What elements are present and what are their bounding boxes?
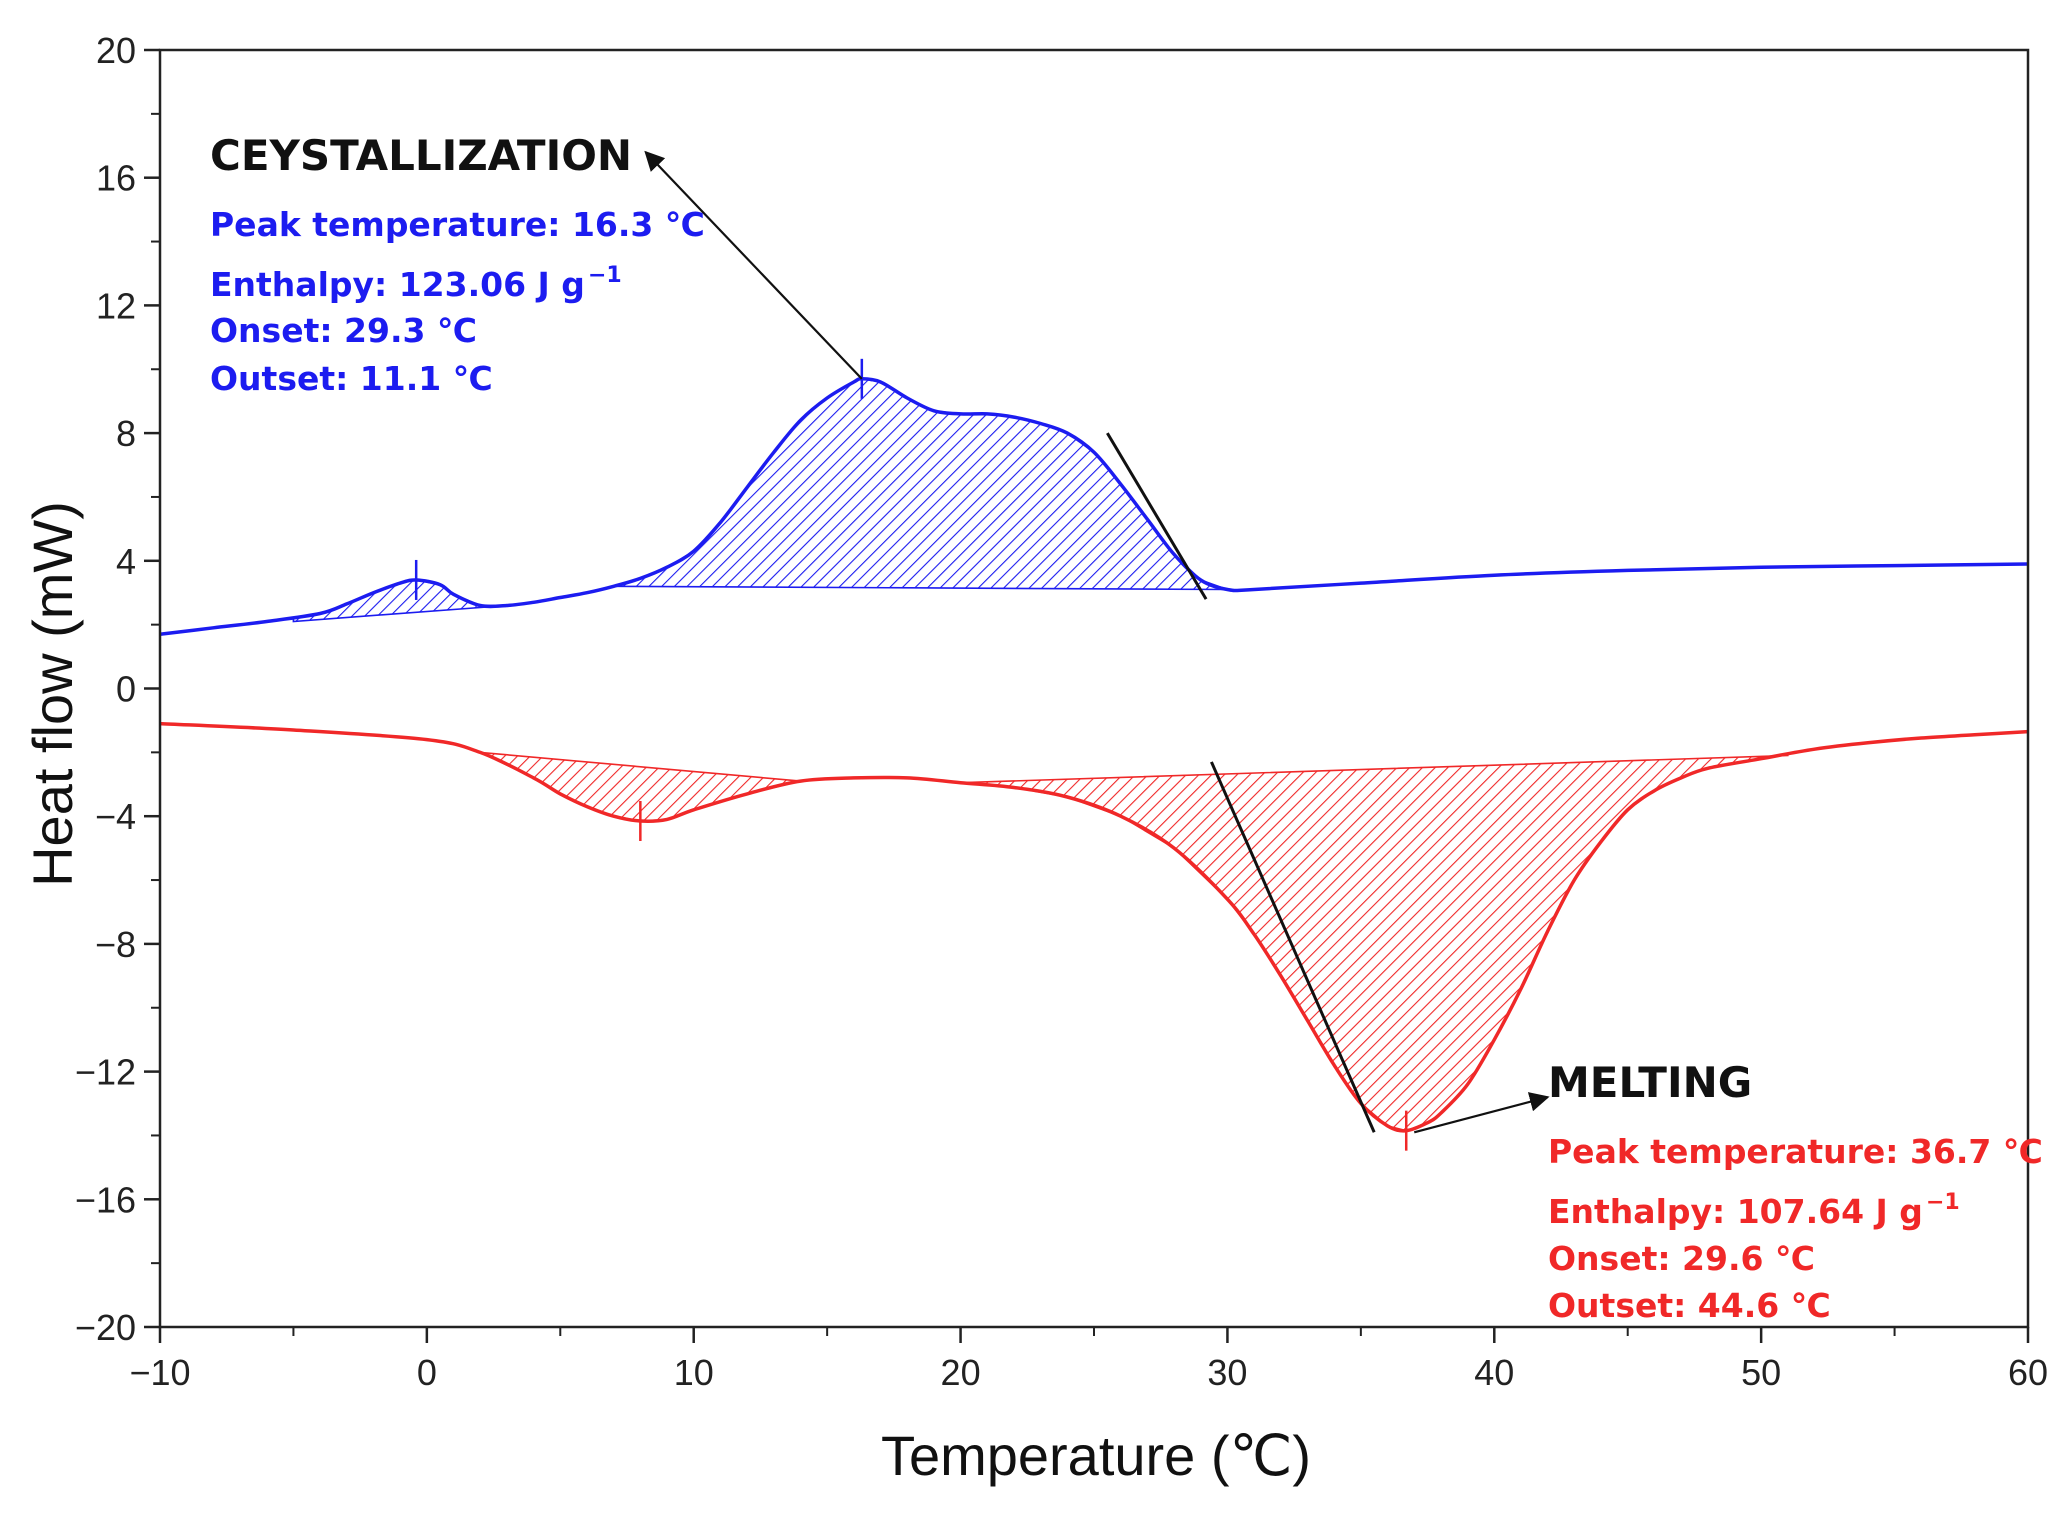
- crystallization-curve: [159, 377, 2029, 636]
- melting-enthalpy: Enthalpy: 107.64 J g −1: [1548, 1190, 1960, 1231]
- axis-ticks: −10 0 10 20 30 40 50 60 −20 −16 −12 −8 −4 0 4 8 12 16 20: [75, 30, 2048, 1393]
- crystallization-shaded-region-1: [292, 579, 507, 623]
- y-tick-label: −12: [75, 1052, 136, 1093]
- y-tick-label: −20: [75, 1307, 136, 1348]
- shaded-regions: [292, 377, 1789, 1132]
- melting-outset: Outset: 44.6 ℃: [1548, 1286, 1831, 1325]
- melting-title: MELTING: [1548, 1058, 1752, 1107]
- crystallization-peak: Peak temperature: 16.3 ℃: [210, 205, 705, 244]
- y-tick-label: 16: [96, 158, 136, 199]
- x-tick-label: 40: [1474, 1352, 1514, 1393]
- x-axis-title: Temperature (℃): [881, 1424, 1311, 1487]
- y-tick-label: 12: [96, 285, 136, 326]
- melting-curve: [159, 721, 2029, 1133]
- data-series: [159, 358, 2029, 1151]
- crystallization-title: CEYSTALLIZATION: [210, 131, 632, 180]
- melting-arrow: [1413, 1092, 1550, 1134]
- crystallization-enthalpy-value: Enthalpy: 123.06 J g: [210, 265, 585, 304]
- y-tick-label: 4: [116, 541, 136, 582]
- y-tick-label: 20: [96, 30, 136, 71]
- melting-enthalpy-sup: −1: [1926, 1190, 1960, 1215]
- y-tick-label: −4: [95, 796, 136, 837]
- melting-annotation: MELTING Peak temperature: 36.7 ℃ Enthalp…: [1548, 1058, 2043, 1325]
- tangents-and-arrows: [644, 150, 1550, 1134]
- x-tick-label: 20: [941, 1352, 981, 1393]
- y-tick-label: 8: [116, 413, 136, 454]
- crystallization-enthalpy-sup: −1: [588, 263, 622, 288]
- y-tick-label: 0: [116, 669, 136, 710]
- x-tick-label: −10: [129, 1352, 190, 1393]
- onset-tangent-line-2: [1210, 761, 1376, 1133]
- onset-tangent-line-1: [1106, 432, 1208, 600]
- crystallization-annotation: CEYSTALLIZATION Peak temperature: 16.3 ℃…: [210, 131, 705, 398]
- melting-enthalpy-value: Enthalpy: 107.64 J g: [1548, 1192, 1923, 1231]
- x-tick-label: 50: [1741, 1352, 1781, 1393]
- y-axis-title: Heat flow (mW): [21, 501, 84, 887]
- crystallization-arrow: [644, 150, 863, 380]
- crystallization-onset: Onset: 29.3 ℃: [210, 311, 477, 350]
- y-tick-label: −8: [95, 924, 136, 965]
- x-tick-label: 10: [674, 1352, 714, 1393]
- x-tick-label: 60: [2008, 1352, 2048, 1393]
- y-tick-label: −16: [75, 1179, 136, 1220]
- x-tick-label: 30: [1207, 1352, 1247, 1393]
- melting-peak: Peak temperature: 36.7 ℃: [1548, 1132, 2043, 1171]
- crystallization-enthalpy: Enthalpy: 123.06 J g −1: [210, 263, 622, 304]
- crystallization-outset: Outset: 11.1 ℃: [210, 359, 493, 398]
- melting-onset: Onset: 29.6 ℃: [1548, 1239, 1815, 1278]
- crystallization-shaded-region-2: [613, 377, 1228, 591]
- x-tick-label: 0: [417, 1352, 437, 1393]
